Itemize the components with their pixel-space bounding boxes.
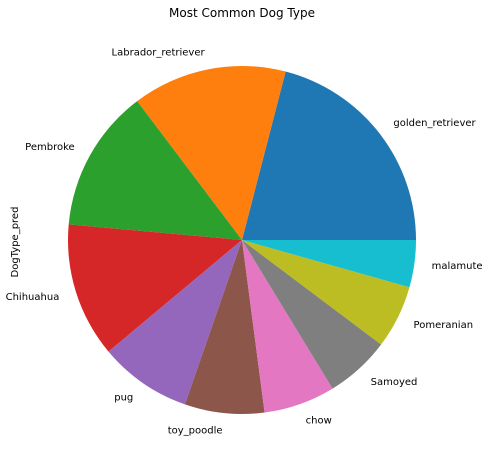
pie-label-pug: pug (114, 393, 133, 404)
pie-slice-toy-poodle (184, 240, 265, 415)
pie-slice-pembroke (68, 101, 242, 240)
pie-label-pembroke: Pembroke (25, 142, 75, 153)
pie-slice-pug (108, 240, 243, 405)
pie-labels: golden_retriever Labrador_retriever Pembro… (6, 47, 483, 436)
pie-slice-labrador-retriever (137, 66, 286, 240)
pie-slice-chow (242, 240, 333, 413)
chart-title: Most Common Dog Type (169, 6, 315, 20)
pie-slices (68, 66, 416, 415)
pie-label-golden-retriever: golden_retriever (393, 118, 476, 129)
pie-label-samoyed: Samoyed (371, 377, 418, 388)
pie-label-malamute: malamute (432, 261, 483, 272)
y-axis-label: DogType_pred (10, 207, 21, 278)
pie-label-chihuahua: Chihuahua (6, 292, 60, 303)
pie-label-labrador-retriever: Labrador_retriever (112, 47, 206, 58)
pie-slice-samoyed (242, 240, 382, 389)
pie-label-pomeranian: Pomeranian (414, 320, 474, 331)
pie-label-chow: chow (306, 416, 332, 427)
pie-slice-chihuahua (68, 224, 242, 352)
pie-label-toy-poodle: toy_poodle (168, 425, 223, 436)
pie-slice-malamute (242, 240, 416, 288)
pie-slice-pomeranian (242, 240, 410, 345)
pie-slice-golden-retriever (242, 71, 416, 240)
